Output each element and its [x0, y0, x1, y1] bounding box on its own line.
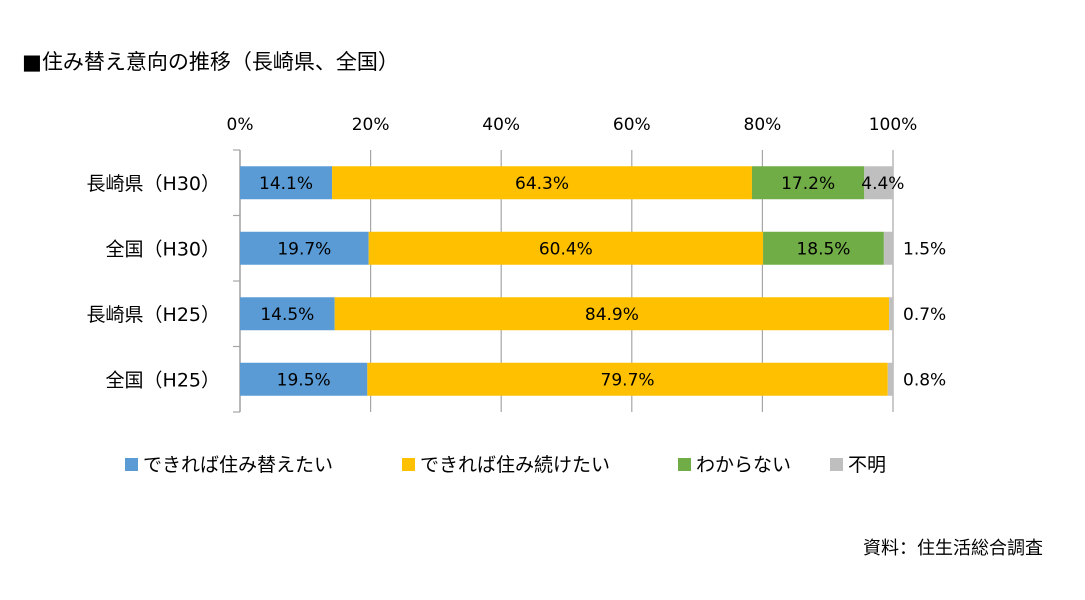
bar-segment — [240, 166, 333, 200]
bar-segment — [751, 166, 865, 200]
category-label: 長崎県（H30） — [87, 173, 220, 195]
bar-segment — [887, 362, 893, 396]
data-label: 79.7% — [601, 370, 655, 390]
bar-segment — [883, 231, 893, 265]
data-label: 19.5% — [277, 370, 331, 390]
data-label: 19.7% — [277, 239, 331, 259]
bar-segment — [240, 231, 369, 265]
data-label: 0.7% — [903, 305, 946, 325]
data-label: 84.9% — [585, 305, 639, 325]
data-label: 14.1% — [259, 174, 313, 194]
x-tick-label: 60% — [613, 115, 651, 135]
bar-segment — [864, 166, 893, 200]
legend-label: わからない — [696, 454, 791, 476]
data-label: 0.8% — [903, 370, 946, 390]
legend-swatch — [402, 458, 415, 471]
x-tick-label: 20% — [352, 115, 390, 135]
legend-label: 不明 — [848, 454, 886, 476]
legend-label: できれば住み替えたい — [143, 454, 333, 476]
category-label: 全国（H25） — [106, 369, 220, 391]
data-label: 60.4% — [539, 239, 593, 259]
x-tick-label: 40% — [482, 115, 520, 135]
data-label: 4.4% — [861, 174, 904, 194]
data-label: 17.2% — [781, 174, 835, 194]
source-note: 資料：住生活総合調査 — [863, 538, 1043, 559]
bar-segment — [763, 231, 884, 265]
category-label: 全国（H30） — [106, 238, 220, 260]
data-label: 18.5% — [796, 239, 850, 259]
legend-swatch — [125, 458, 138, 471]
bar-segment — [332, 166, 752, 200]
x-tick-label: 0% — [227, 115, 254, 135]
data-label: 1.5% — [903, 239, 946, 259]
category-label: 長崎県（H25） — [87, 304, 220, 326]
bar-segment — [240, 297, 335, 331]
legend-swatch — [678, 458, 691, 471]
legend-label: できれば住み続けたい — [420, 454, 610, 476]
bar-segment — [889, 297, 893, 331]
bar-segment — [368, 231, 764, 265]
legend-swatch — [830, 458, 843, 471]
bar-segment — [240, 362, 368, 396]
bar-segment — [367, 362, 888, 396]
data-label: 14.5% — [260, 305, 314, 325]
bar-segment — [334, 297, 890, 331]
x-tick-label: 80% — [744, 115, 782, 135]
data-label: 64.3% — [515, 174, 569, 194]
chart-title: ■住み替え意向の推移（長崎県、全国） — [22, 50, 399, 74]
x-tick-label: 100% — [869, 115, 918, 135]
